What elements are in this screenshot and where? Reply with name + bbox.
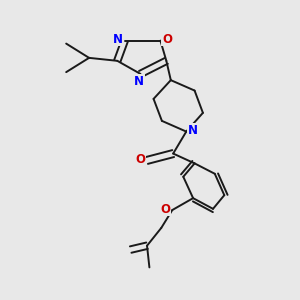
Text: O: O bbox=[136, 153, 146, 166]
Text: O: O bbox=[160, 202, 170, 216]
Text: N: N bbox=[134, 75, 144, 88]
Text: N: N bbox=[188, 124, 198, 136]
Text: N: N bbox=[113, 33, 123, 46]
Text: O: O bbox=[162, 33, 172, 46]
